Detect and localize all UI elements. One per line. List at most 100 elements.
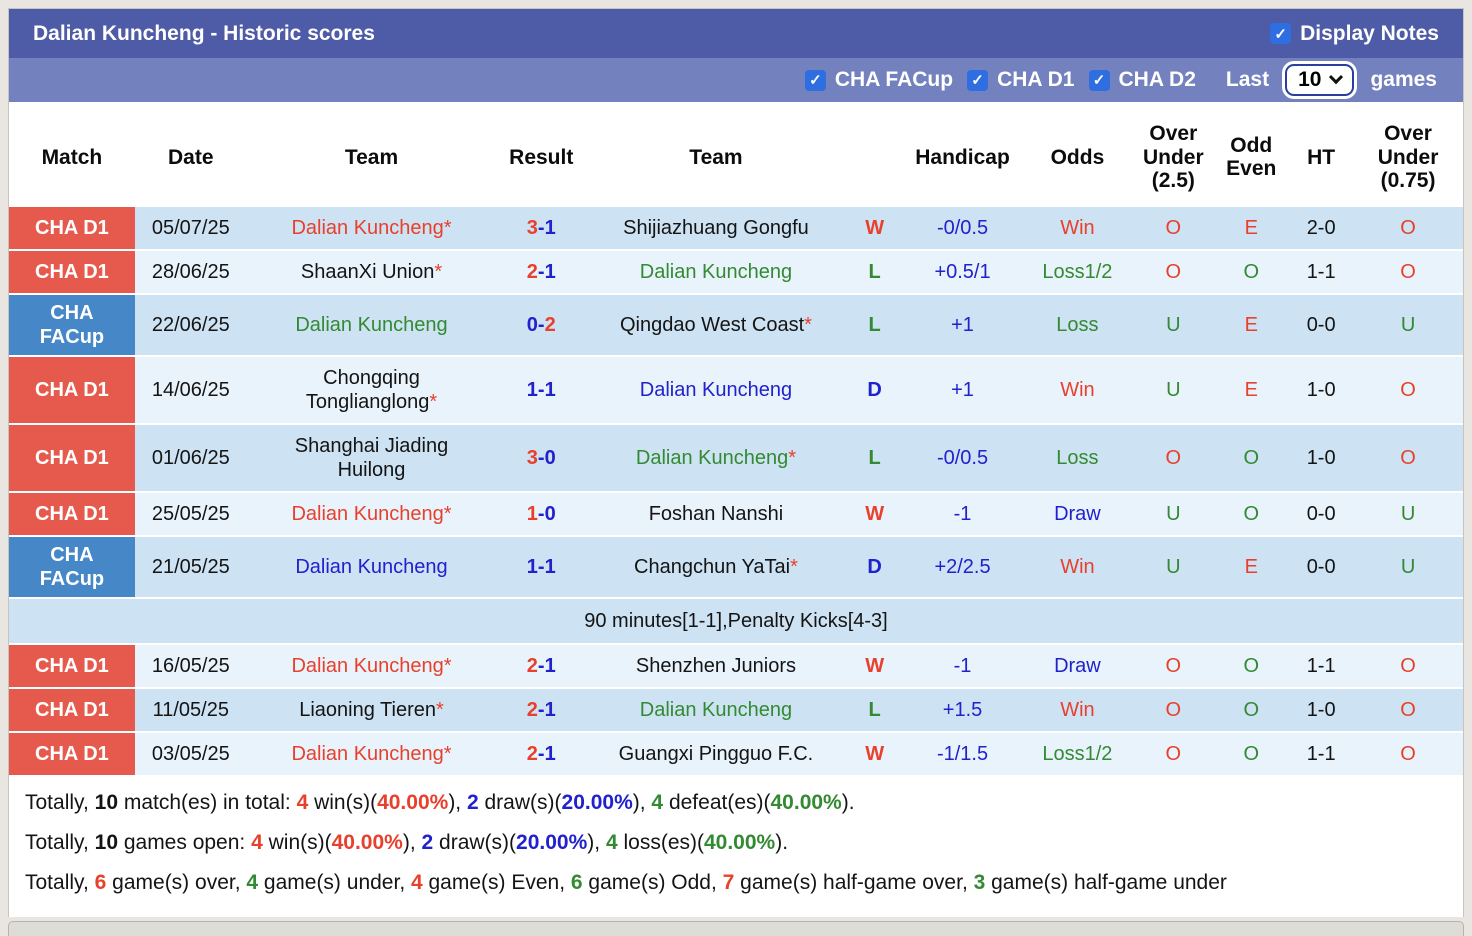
table-row: CHA FACup 21/05/25 Dalian Kuncheng 1-1 Chang…	[9, 536, 1463, 597]
score-dash: -	[537, 446, 545, 469]
handicap-value: +2/2.5	[903, 536, 1022, 597]
handicap-value: -0/0.5	[903, 206, 1022, 249]
team-name: Qingdao West Coast	[619, 313, 805, 336]
summary-segment: 6	[94, 870, 107, 894]
match-score: 2-1	[496, 250, 587, 293]
match-score: 0-2	[496, 294, 587, 355]
home-mark-asterisk: *	[443, 502, 452, 525]
summary-segment: ),	[587, 830, 606, 854]
summary-segment: game(s) half-game under	[985, 870, 1227, 894]
league-badge: CHA D1	[9, 250, 135, 293]
over-under-0-75-value: U	[1353, 294, 1463, 355]
home-goals: 2	[526, 742, 538, 765]
team-name: Dalian Kuncheng	[639, 698, 793, 721]
score-dash: -	[537, 260, 545, 283]
win-draw-loss: W	[845, 206, 904, 249]
column-header-team-away: Team	[586, 110, 846, 205]
summary-segment: 10	[94, 830, 118, 854]
half-time-score: 2-0	[1289, 206, 1354, 249]
summary-segment: games open:	[118, 830, 252, 854]
match-score: 1-0	[496, 492, 587, 535]
check-icon[interactable]: ✓	[804, 69, 826, 91]
summary-segment: ).	[775, 830, 789, 854]
away-team: Guangxi Pingguo F.C.	[586, 732, 846, 775]
match-score: 2-1	[496, 644, 587, 687]
league-badge: CHA D1	[9, 424, 135, 491]
summary-segment: 4	[246, 870, 259, 894]
summary-segment: loss(es)(	[617, 830, 704, 854]
away-team: Dalian Kuncheng*	[586, 424, 846, 491]
handicap-value: +1	[903, 294, 1022, 355]
match-date: 14/06/25	[134, 356, 247, 423]
page-title: Dalian Kuncheng - Historic scores	[33, 21, 375, 45]
summary-segment: 4	[296, 790, 309, 814]
team-name: Liaoning Tieren	[299, 698, 436, 721]
team-name: Dalian Kuncheng	[639, 378, 793, 401]
team-name: Dalian Kuncheng	[291, 742, 444, 765]
away-goals: 1	[544, 555, 556, 578]
team-name: Dalian Kuncheng	[291, 654, 444, 677]
handicap-value: -1	[903, 644, 1022, 687]
score-dash: -	[537, 216, 545, 239]
away-goals: 1	[544, 698, 556, 721]
column-header-match: Match	[9, 110, 135, 205]
away-goals: 0	[544, 502, 556, 525]
match-date: 25/05/25	[134, 492, 247, 535]
summary-segment: game(s) Even,	[422, 870, 571, 894]
win-draw-loss: D	[845, 536, 904, 597]
league-filter-cha-d1[interactable]: ✓ CHA D1	[967, 68, 1075, 92]
league-filter-cha-d2[interactable]: ✓ CHA D2	[1088, 68, 1196, 92]
check-icon[interactable]: ✓	[967, 69, 989, 91]
away-goals: 1	[544, 216, 556, 239]
odd-even-value: O	[1213, 424, 1290, 491]
last-games-select[interactable]: 10	[1285, 64, 1355, 96]
table-row: CHA D1 25/05/25 Dalian Kuncheng* 1-0 Foshan …	[9, 492, 1463, 535]
summary-segment: 3	[973, 870, 986, 894]
odd-even-value: O	[1213, 688, 1290, 731]
home-team: Dalian Kuncheng*	[246, 732, 497, 775]
column-header-odd-even: Odd Even	[1213, 110, 1290, 205]
home-team: Shanghai Jiading Huilong	[246, 424, 497, 491]
check-icon[interactable]: ✓	[1270, 23, 1292, 44]
summary-segment: 4	[251, 830, 263, 854]
win-draw-loss: W	[845, 644, 904, 687]
display-notes-toggle[interactable]: ✓ Display Notes	[1270, 22, 1439, 46]
column-header-handicap: Handicap	[903, 110, 1022, 205]
league-filter-cha-facup[interactable]: ✓ CHA FACup	[804, 68, 954, 92]
summary-line-2: Totally, 10 games open: 4 win(s)(40.00%)…	[25, 823, 1447, 863]
match-note-row: 90 minutes[1-1],Penalty Kicks[4-3]	[9, 598, 1463, 643]
summary-segment: 40.00%	[331, 830, 403, 854]
summary-segment: Totally,	[25, 830, 95, 854]
over-under-2-5-value: U	[1133, 492, 1214, 535]
win-draw-loss: L	[845, 688, 904, 731]
over-under-2-5-value: O	[1133, 732, 1214, 775]
summary-line-3: Totally, 6 game(s) over, 4 game(s) under…	[25, 863, 1447, 903]
match-date: 16/05/25	[134, 644, 247, 687]
half-time-score: 1-1	[1289, 732, 1354, 775]
team-name: Shanghai Jiading Huilong	[294, 434, 449, 481]
summary-segment: win(s)(	[262, 830, 332, 854]
team-name: Dalian Kuncheng	[295, 313, 448, 336]
league-filter-label: CHA FACup	[834, 68, 954, 91]
away-team: Qingdao West Coast*	[586, 294, 846, 355]
home-team: Dalian Kuncheng*	[246, 492, 497, 535]
match-score: 1-1	[496, 536, 587, 597]
summary-segment: draw(s)(	[433, 830, 517, 854]
summary-segment: 4	[410, 870, 423, 894]
home-mark-asterisk: *	[790, 555, 798, 578]
historic-scores-table: Match Date Team Result Team Handicap Odds Over …	[9, 108, 1463, 777]
summary-segment: game(s) half-game over,	[734, 870, 974, 894]
check-icon[interactable]: ✓	[1088, 69, 1110, 91]
odds-result: Draw	[1021, 644, 1134, 687]
over-under-2-5-value: O	[1133, 250, 1214, 293]
summary-segment: ).	[841, 790, 855, 814]
home-goals: 3	[526, 446, 538, 469]
match-date: 03/05/25	[134, 732, 247, 775]
away-goals: 0	[544, 446, 556, 469]
summary-segment: ),	[402, 830, 422, 854]
score-dash: -	[537, 502, 545, 525]
over-under-2-5-value: U	[1133, 536, 1214, 597]
half-time-score: 1-1	[1289, 250, 1354, 293]
league-badge: CHA FACup	[9, 536, 135, 597]
last-games-value: 10	[1298, 68, 1322, 91]
